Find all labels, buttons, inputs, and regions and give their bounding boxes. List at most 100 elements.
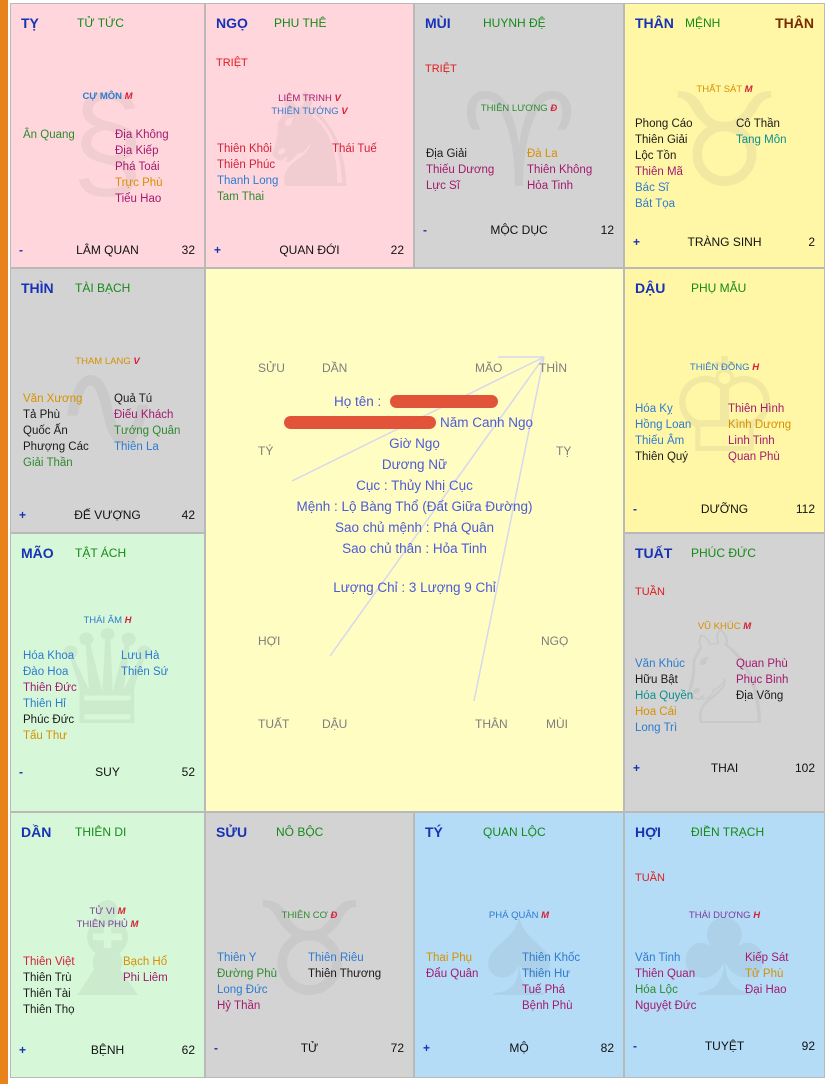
palace-mao[interactable]: ♛ MÃO TẬT ÁCH THÁI ÂM H Hóa Khoa Đào Hoa T…: [10, 533, 205, 812]
horse-watermark-icon: ♞: [251, 67, 368, 214]
center-label-tuat: TUẤT: [258, 717, 290, 731]
dragon-watermark-icon: ∿: [53, 332, 162, 479]
main-star: THIÊN ĐỒNG H: [689, 362, 760, 373]
dog-watermark-icon: ♘: [666, 605, 783, 752]
palace-name: QUAN LỘC: [483, 825, 546, 839]
palace-footer: + BỆNH 62: [19, 1043, 195, 1057]
left-accent-bar: [0, 0, 8, 1084]
cuc: Cục : Thủy Nhị Cục: [356, 478, 473, 493]
palace-dau[interactable]: ♔ DẬU PHỤ MẪU THIÊN ĐỒNG H Hóa Kỵ Hồng Lo…: [624, 268, 825, 533]
right-stars: Thiên Riêu Thiên Thương: [308, 952, 382, 980]
birth-year: Năm Canh Ngọ: [440, 415, 534, 430]
main-star: VŨ KHÚC M: [697, 621, 752, 632]
gender: Dương Nữ: [381, 457, 448, 472]
right-stars: Thiên Hình Kình Dương Linh Tinh Quan Phù: [728, 403, 792, 463]
palace-hoi[interactable]: ♣ HỢI ĐIỀN TRẠCH TUẦN THÁI DƯƠNG H Văn T…: [624, 812, 825, 1078]
palace-footer: + QUAN ĐỚI 22: [214, 243, 404, 257]
rooster-watermark-icon: ♔: [666, 332, 783, 479]
branch-name: TUẤT: [635, 545, 673, 561]
left-stars: Văn Xương Tả Phù Quốc Ấn Phượng Các Giải Thầ…: [23, 393, 89, 469]
pig-watermark-icon: ♣: [681, 877, 768, 1024]
right-stars: Thiên Khốc Thiên Hư Tuế Phá Bệnh Phù: [522, 952, 581, 1012]
redaction-mark: [390, 395, 498, 408]
main-star: THẤT SÁT M: [696, 84, 753, 95]
branch-name: TỴ: [21, 15, 39, 31]
main-star: THIÊN LƯƠNG Đ: [480, 103, 558, 114]
branch-name: DẦN: [21, 824, 52, 840]
branch-name: THÂN: [635, 15, 674, 31]
right-stars: Quả Tú Điếu Khách Tướng Quân Thiên La: [114, 393, 181, 453]
right-stars: Bạch Hổ Phi Liêm: [123, 956, 168, 984]
left-stars: Văn Khúc Hữu Bật Hóa Quyền Hoa Cái Long Trì: [635, 658, 694, 734]
palace-thin[interactable]: ∿ THÌN TÀI BẠCH THAM LANG V Văn Xương Tả …: [10, 268, 205, 533]
palace-name: MỆNH: [685, 16, 721, 30]
left-stars: Hóa Kỵ Hồng Loan Thiếu Âm Thiên Quý: [635, 403, 692, 463]
goat-watermark-icon: ♈: [460, 67, 578, 214]
palace-footer: - DƯỠNG 112: [633, 502, 815, 516]
aspect-line: [473, 356, 545, 702]
right-stars: Cô Thần Tang Môn: [736, 118, 787, 146]
palace-footer: - SUY 52: [19, 765, 195, 779]
palace-suu[interactable]: ♉ SỬU NÔ BỘC THIÊN CƠ Đ Thiên Y Đường Phù…: [205, 812, 414, 1078]
tuan-tag: TUẦN: [635, 586, 665, 598]
main-star: THÁI ÂM H: [83, 615, 132, 626]
center-label-mao: MÃO: [475, 361, 503, 375]
triet-tag: TRIỆT: [425, 63, 457, 75]
left-stars: Hóa Khoa Đào Hoa Thiên Đức Thiên Hỉ Phúc Đức…: [23, 650, 77, 742]
sao-chu-menh: Sao chủ mệnh : Phá Quân: [334, 520, 495, 535]
branch-name: THÌN: [21, 280, 54, 296]
aspect-line: [329, 356, 545, 657]
palace-ngo[interactable]: ♞ NGỌ PHU THÊ TRIỆT LIÊM TRINH V THIÊN T…: [205, 3, 414, 268]
center-label-dau: DẬU: [322, 717, 348, 731]
rat-watermark-icon: ♠: [484, 877, 554, 1024]
menh: Mệnh : Lộ Bàng Thổ (Đất Giữa Đường): [296, 499, 533, 514]
center-label-tyy: TỴ: [556, 444, 572, 458]
palace-name: NÔ BỘC: [276, 825, 324, 839]
monkey-watermark-icon: ♉: [666, 67, 783, 214]
main-star: TỬ VI M THIÊN PHỦ M: [76, 906, 139, 930]
palace-name: TẬT ÁCH: [75, 546, 127, 560]
than-marker: THÂN: [775, 15, 814, 31]
palace-footer: + MỘ 82: [423, 1041, 614, 1055]
center-label-thin: THÌN: [539, 361, 567, 375]
center-label-ngo: NGỌ: [541, 634, 569, 648]
horoscope-board: § TỴ TỬ TỨC CỰ MÔN M Ân Quang Địa Không Đ…: [10, 3, 825, 1078]
tuan-tag: TUẦN: [635, 872, 665, 884]
main-star: THIÊN CƠ Đ: [281, 910, 338, 921]
right-stars: Quan Phù Phục Binh Địa Võng: [736, 658, 789, 702]
branch-name: MÃO: [21, 545, 54, 561]
palace-name: ĐIỀN TRẠCH: [691, 825, 765, 839]
right-stars: Kiếp Sát Tử Phù Đại Hao: [745, 952, 789, 996]
palace-footer: - LÂM QUAN 32: [19, 243, 195, 257]
palace-dan[interactable]: ♝ DẦN THIÊN DI TỬ VI M THIÊN PHỦ M Thiên…: [10, 812, 205, 1078]
ox-watermark-icon: ♉: [251, 877, 368, 1024]
center-label-mui: MÙI: [546, 717, 568, 731]
palace-name: TỬ TỨC: [77, 16, 124, 30]
right-stars: Thái Tuế: [332, 143, 377, 155]
palace-name: PHỤ MẪU: [691, 281, 747, 295]
right-stars: Đà La Thiên Không Hỏa Tinh: [527, 148, 593, 192]
palace-footer: - TUYỆT 92: [633, 1039, 815, 1053]
branch-name: DẬU: [635, 280, 666, 296]
branch-name: TÝ: [425, 824, 443, 840]
palace-footer: - TỬ 72: [214, 1041, 404, 1055]
tiger-watermark-icon: ♝: [49, 877, 166, 1024]
palace-name: TÀI BẠCH: [75, 281, 131, 295]
main-star: THAM LANG V: [75, 356, 140, 367]
palace-than-menh[interactable]: ♉ THÂN MỆNH THÂN THẤT SÁT M Phong Cáo Thi…: [624, 3, 825, 268]
left-stars: Thiên Y Đường Phù Long Đức Hỷ Thần: [217, 952, 277, 1012]
left-stars: Thiên Khôi Thiên Phúc Thanh Long Tam Thai: [217, 143, 279, 203]
palace-tuat[interactable]: ♘ TUẤT PHÚC ĐỨC TUẦN VŨ KHÚC M Văn Khúc H…: [624, 533, 825, 812]
palace-name: PHU THÊ: [274, 16, 327, 30]
center-label-than: THÂN: [475, 717, 508, 731]
palace-name: THIÊN DI: [75, 825, 127, 839]
right-stars: Lưu Hà Thiên Sứ: [121, 650, 169, 678]
palace-mui[interactable]: ♈ MÙI HUYNH ĐỆ TRIỆT THIÊN LƯƠNG Đ Địa G…: [414, 3, 624, 268]
luong-chi: Lượng Chỉ : 3 Lượng 9 Chỉ: [333, 580, 496, 595]
palace-footer: + THAI 102: [633, 761, 815, 775]
palace-ty[interactable]: § TỴ TỬ TỨC CỰ MÔN M Ân Quang Địa Không Đ…: [10, 3, 205, 268]
main-star: CỰ MÔN M: [82, 91, 133, 102]
left-stars: Ân Quang: [23, 129, 75, 141]
center-label-dan: DẦN: [322, 361, 348, 375]
palace-ty-quan-loc[interactable]: ♠ TÝ QUAN LỘC PHÁ QUÂN M Thai Phụ Đẩu Quâ…: [414, 812, 624, 1078]
